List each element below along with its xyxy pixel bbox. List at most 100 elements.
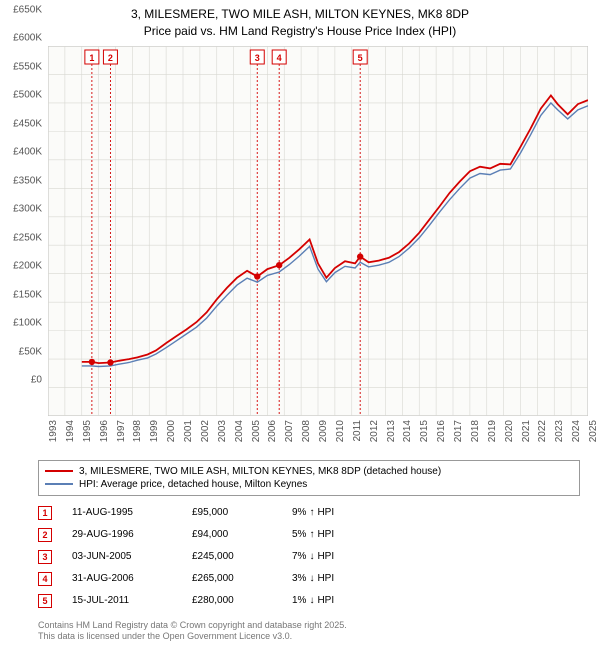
x-axis-label: 2005 <box>251 420 262 442</box>
sales-row: 2 29-AUG-1996 £94,000 5% ↑ HPI <box>38 524 580 546</box>
x-axis-label: 1995 <box>82 420 93 442</box>
title-line-2: Price paid vs. HM Land Registry's House … <box>10 23 590 40</box>
sale-date: 11-AUG-1995 <box>72 507 172 518</box>
sale-marker: 2 <box>38 528 52 542</box>
sale-price: £280,000 <box>192 595 272 606</box>
footer-line-2: This data is licensed under the Open Gov… <box>38 631 580 643</box>
sale-pct: 9% ↑ HPI <box>292 507 382 518</box>
svg-text:1: 1 <box>89 53 94 63</box>
y-axis-label: £450K <box>13 118 42 129</box>
y-axis-label: £350K <box>13 175 42 186</box>
x-axis-label: 2006 <box>267 420 278 442</box>
x-axis-label: 2023 <box>554 420 565 442</box>
y-axis-label: £250K <box>13 232 42 243</box>
x-axis-label: 1997 <box>116 420 127 442</box>
sale-price: £94,000 <box>192 529 272 540</box>
arrow-icon: ↓ <box>309 595 314 606</box>
sales-row: 3 03-JUN-2005 £245,000 7% ↓ HPI <box>38 546 580 568</box>
sale-marker: 1 <box>38 506 52 520</box>
sale-date: 31-AUG-2006 <box>72 573 172 584</box>
y-axis-label: £650K <box>13 5 42 16</box>
sale-pct: 3% ↓ HPI <box>292 573 382 584</box>
chart-area: 1 2 3 4 5 <box>48 46 592 416</box>
sale-marker: 5 <box>38 594 52 608</box>
sale-price: £265,000 <box>192 573 272 584</box>
x-axis-label: 1994 <box>65 420 76 442</box>
x-axis-label: 1998 <box>132 420 143 442</box>
svg-text:4: 4 <box>277 53 282 63</box>
x-axis-label: 2019 <box>487 420 498 442</box>
y-axis-label: £0 <box>31 375 42 386</box>
y-axis-label: £150K <box>13 289 42 300</box>
x-axis-label: 2003 <box>217 420 228 442</box>
arrow-icon: ↑ <box>309 507 314 518</box>
x-axis-label: 2021 <box>521 420 532 442</box>
arrow-icon: ↓ <box>309 573 314 584</box>
x-axis-label: 2009 <box>318 420 329 442</box>
x-axis-label: 2002 <box>200 420 211 442</box>
svg-text:5: 5 <box>358 53 363 63</box>
arrow-icon: ↑ <box>309 529 314 540</box>
y-axis-labels: £0£50K£100K£150K£200K£250K£300K£350K£400… <box>0 10 46 380</box>
y-axis-label: £200K <box>13 261 42 272</box>
x-axis-label: 2022 <box>537 420 548 442</box>
x-axis-label: 2010 <box>335 420 346 442</box>
legend-swatch <box>45 470 73 472</box>
sale-marker: 4 <box>38 572 52 586</box>
sale-pct: 5% ↑ HPI <box>292 529 382 540</box>
sale-price: £95,000 <box>192 507 272 518</box>
footer-line-1: Contains HM Land Registry data © Crown c… <box>38 620 580 632</box>
title-line-1: 3, MILESMERE, TWO MILE ASH, MILTON KEYNE… <box>10 6 590 23</box>
legend-swatch <box>45 483 73 485</box>
y-axis-label: £500K <box>13 90 42 101</box>
svg-text:3: 3 <box>255 53 260 63</box>
sale-price: £245,000 <box>192 551 272 562</box>
sale-pct: 1% ↓ HPI <box>292 595 382 606</box>
x-axis-label: 2013 <box>386 420 397 442</box>
sales-table: 1 11-AUG-1995 £95,000 9% ↑ HPI 2 29-AUG-1996 £… <box>38 502 580 612</box>
x-axis-label: 2012 <box>369 420 380 442</box>
x-axis-label: 2001 <box>183 420 194 442</box>
y-axis-label: £550K <box>13 61 42 72</box>
svg-text:2: 2 <box>108 53 113 63</box>
chart-svg: 1 2 3 4 5 <box>48 46 588 416</box>
sale-date: 03-JUN-2005 <box>72 551 172 562</box>
arrow-icon: ↓ <box>309 551 314 562</box>
x-axis-labels: 1993 1994 1995 1996 1997 1998 1999 2000 2001 2002… <box>48 416 600 458</box>
sale-date: 29-AUG-1996 <box>72 529 172 540</box>
sales-row: 5 15-JUL-2011 £280,000 1% ↓ HPI <box>38 590 580 612</box>
x-axis-label: 2017 <box>453 420 464 442</box>
x-axis-label: 2008 <box>301 420 312 442</box>
y-axis-label: £400K <box>13 147 42 158</box>
x-axis-label: 2011 <box>352 420 363 442</box>
x-axis-label: 2004 <box>234 420 245 442</box>
x-axis-label: 2020 <box>504 420 515 442</box>
x-axis-label: 1993 <box>48 420 59 442</box>
x-axis-label: 2018 <box>470 420 481 442</box>
x-axis-label: 2000 <box>166 420 177 442</box>
y-axis-label: £100K <box>13 318 42 329</box>
page-container: 3, MILESMERE, TWO MILE ASH, MILTON KEYNE… <box>0 0 600 650</box>
x-axis-label: 2007 <box>284 420 295 442</box>
sales-row: 1 11-AUG-1995 £95,000 9% ↑ HPI <box>38 502 580 524</box>
legend-row: 3, MILESMERE, TWO MILE ASH, MILTON KEYNE… <box>45 465 573 478</box>
sale-date: 15-JUL-2011 <box>72 595 172 606</box>
x-axis-label: 1996 <box>99 420 110 442</box>
legend-label: HPI: Average price, detached house, Milt… <box>79 479 307 490</box>
legend: 3, MILESMERE, TWO MILE ASH, MILTON KEYNE… <box>38 460 580 496</box>
y-axis-label: £50K <box>19 346 42 357</box>
x-axis-label: 2024 <box>571 420 582 442</box>
footer: Contains HM Land Registry data © Crown c… <box>38 620 580 643</box>
x-axis-label: 2025 <box>588 420 599 442</box>
x-axis-label: 2016 <box>436 420 447 442</box>
y-axis-label: £300K <box>13 204 42 215</box>
x-axis-label: 1999 <box>149 420 160 442</box>
chart-title: 3, MILESMERE, TWO MILE ASH, MILTON KEYNE… <box>0 0 600 42</box>
sale-marker: 3 <box>38 550 52 564</box>
sale-pct: 7% ↓ HPI <box>292 551 382 562</box>
legend-label: 3, MILESMERE, TWO MILE ASH, MILTON KEYNE… <box>79 466 441 477</box>
y-axis-label: £600K <box>13 33 42 44</box>
sales-row: 4 31-AUG-2006 £265,000 3% ↓ HPI <box>38 568 580 590</box>
x-axis-label: 2015 <box>419 420 430 442</box>
legend-row: HPI: Average price, detached house, Milt… <box>45 478 573 491</box>
